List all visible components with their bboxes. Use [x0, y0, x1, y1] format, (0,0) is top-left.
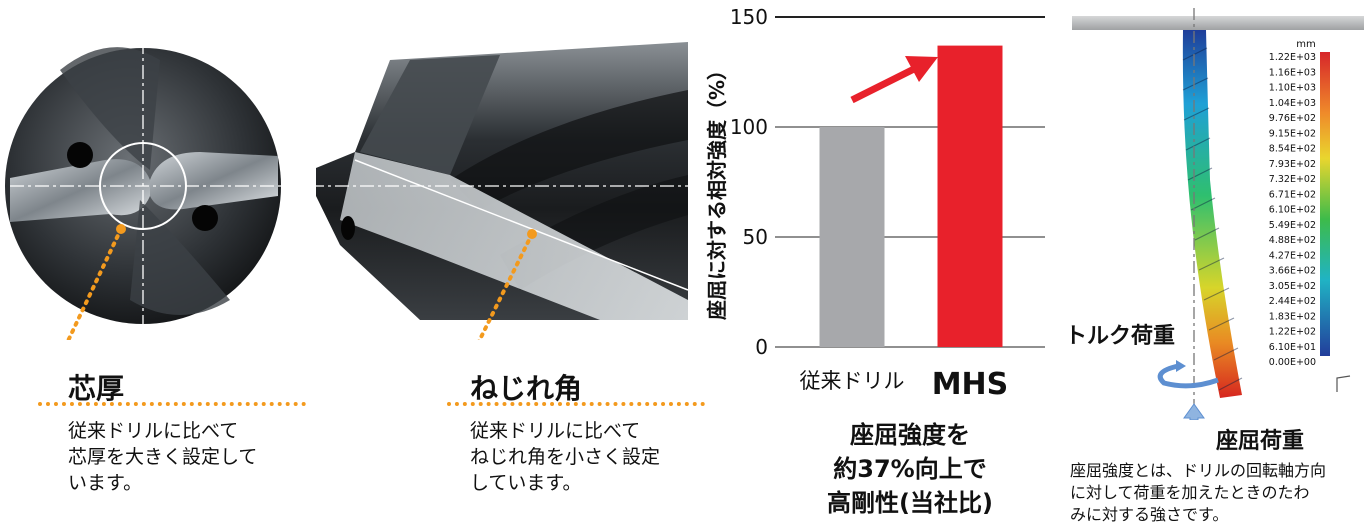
scale-label: 2.44E+02 — [1269, 296, 1316, 307]
scale-label: 6.10E+02 — [1269, 205, 1316, 216]
scale-label: 1.22E+03 — [1269, 52, 1316, 63]
buckling-load-label: 座屈荷重 — [1216, 429, 1305, 454]
scale-label: 4.27E+02 — [1269, 250, 1316, 261]
x-tick-conventional: 従来ドリル — [800, 369, 905, 393]
increase-arrow — [850, 56, 938, 104]
scale-label: 7.93E+02 — [1269, 159, 1316, 170]
scale-label: 5.49E+02 — [1269, 220, 1316, 231]
buckling-simulation: 1.22E+03 1.16E+03 1.10E+03 1.04E+03 9.76E+02… — [1072, 8, 1364, 420]
scale-label: 8.54E+02 — [1269, 144, 1316, 155]
scale-label: 1.22E+02 — [1269, 327, 1316, 338]
core-thickness-desc: 従来ドリルに比べて 芯厚を大きく設定して います。 — [68, 420, 258, 494]
scale-label: 0.00E+00 — [1269, 357, 1316, 368]
core-thickness-divider — [38, 402, 306, 406]
scale-label: 9.76E+02 — [1269, 113, 1316, 124]
scale-label: 3.66E+02 — [1269, 266, 1316, 277]
chart-caption: 座屈強度を 約37%向上で 高剛性(当社比) — [827, 421, 993, 517]
helix-angle-divider — [447, 402, 705, 406]
y-tick-0: 0 — [755, 335, 768, 359]
x-tick-mhs: MHS — [932, 367, 1009, 400]
bar-mhs — [937, 45, 1003, 347]
scale-label: 1.10E+03 — [1269, 83, 1316, 94]
y-tick-100: 100 — [730, 115, 768, 139]
buckling-arrow-icon — [1262, 405, 1272, 433]
drill-front-image — [5, 40, 285, 340]
scale-label: 6.71E+02 — [1269, 189, 1316, 200]
strength-bar-chart: 0 50 100 150 従来ドリル MHS 座屈に対する相対強度（%） — [705, 5, 1045, 400]
drill-side-image — [310, 42, 695, 340]
helix-angle-desc: 従来ドリルに比べて ねじれ角を小さく設定 しています。 — [470, 420, 661, 494]
y-tick-150: 150 — [730, 5, 768, 29]
bar-conventional — [819, 127, 885, 347]
scale-label: 6.10E+01 — [1269, 342, 1316, 353]
y-axis-label: 座屈に対する相対強度（%） — [705, 60, 729, 320]
scale-unit: mm — [1296, 39, 1315, 50]
scale-label: 1.83E+02 — [1269, 311, 1316, 322]
scale-label: 3.05E+02 — [1269, 281, 1316, 292]
y-tick-50: 50 — [743, 225, 768, 249]
buckling-desc: 座屈強度とは、ドリルの回転軸方向 に対して荷重を加えたときのたわ みに対する強さ… — [1070, 461, 1327, 524]
scale-label: 1.04E+03 — [1269, 98, 1316, 109]
core-thickness-label: 芯厚 — [68, 372, 125, 405]
torque-load-label: トルク荷重 — [1065, 324, 1176, 349]
scale-label: 7.32E+02 — [1269, 174, 1316, 185]
scale-label: 4.88E+02 — [1269, 235, 1316, 246]
helix-angle-label: ねじれ角 — [470, 372, 583, 405]
scale-label: 1.16E+03 — [1269, 67, 1316, 78]
scale-label: 9.15E+02 — [1269, 128, 1316, 139]
